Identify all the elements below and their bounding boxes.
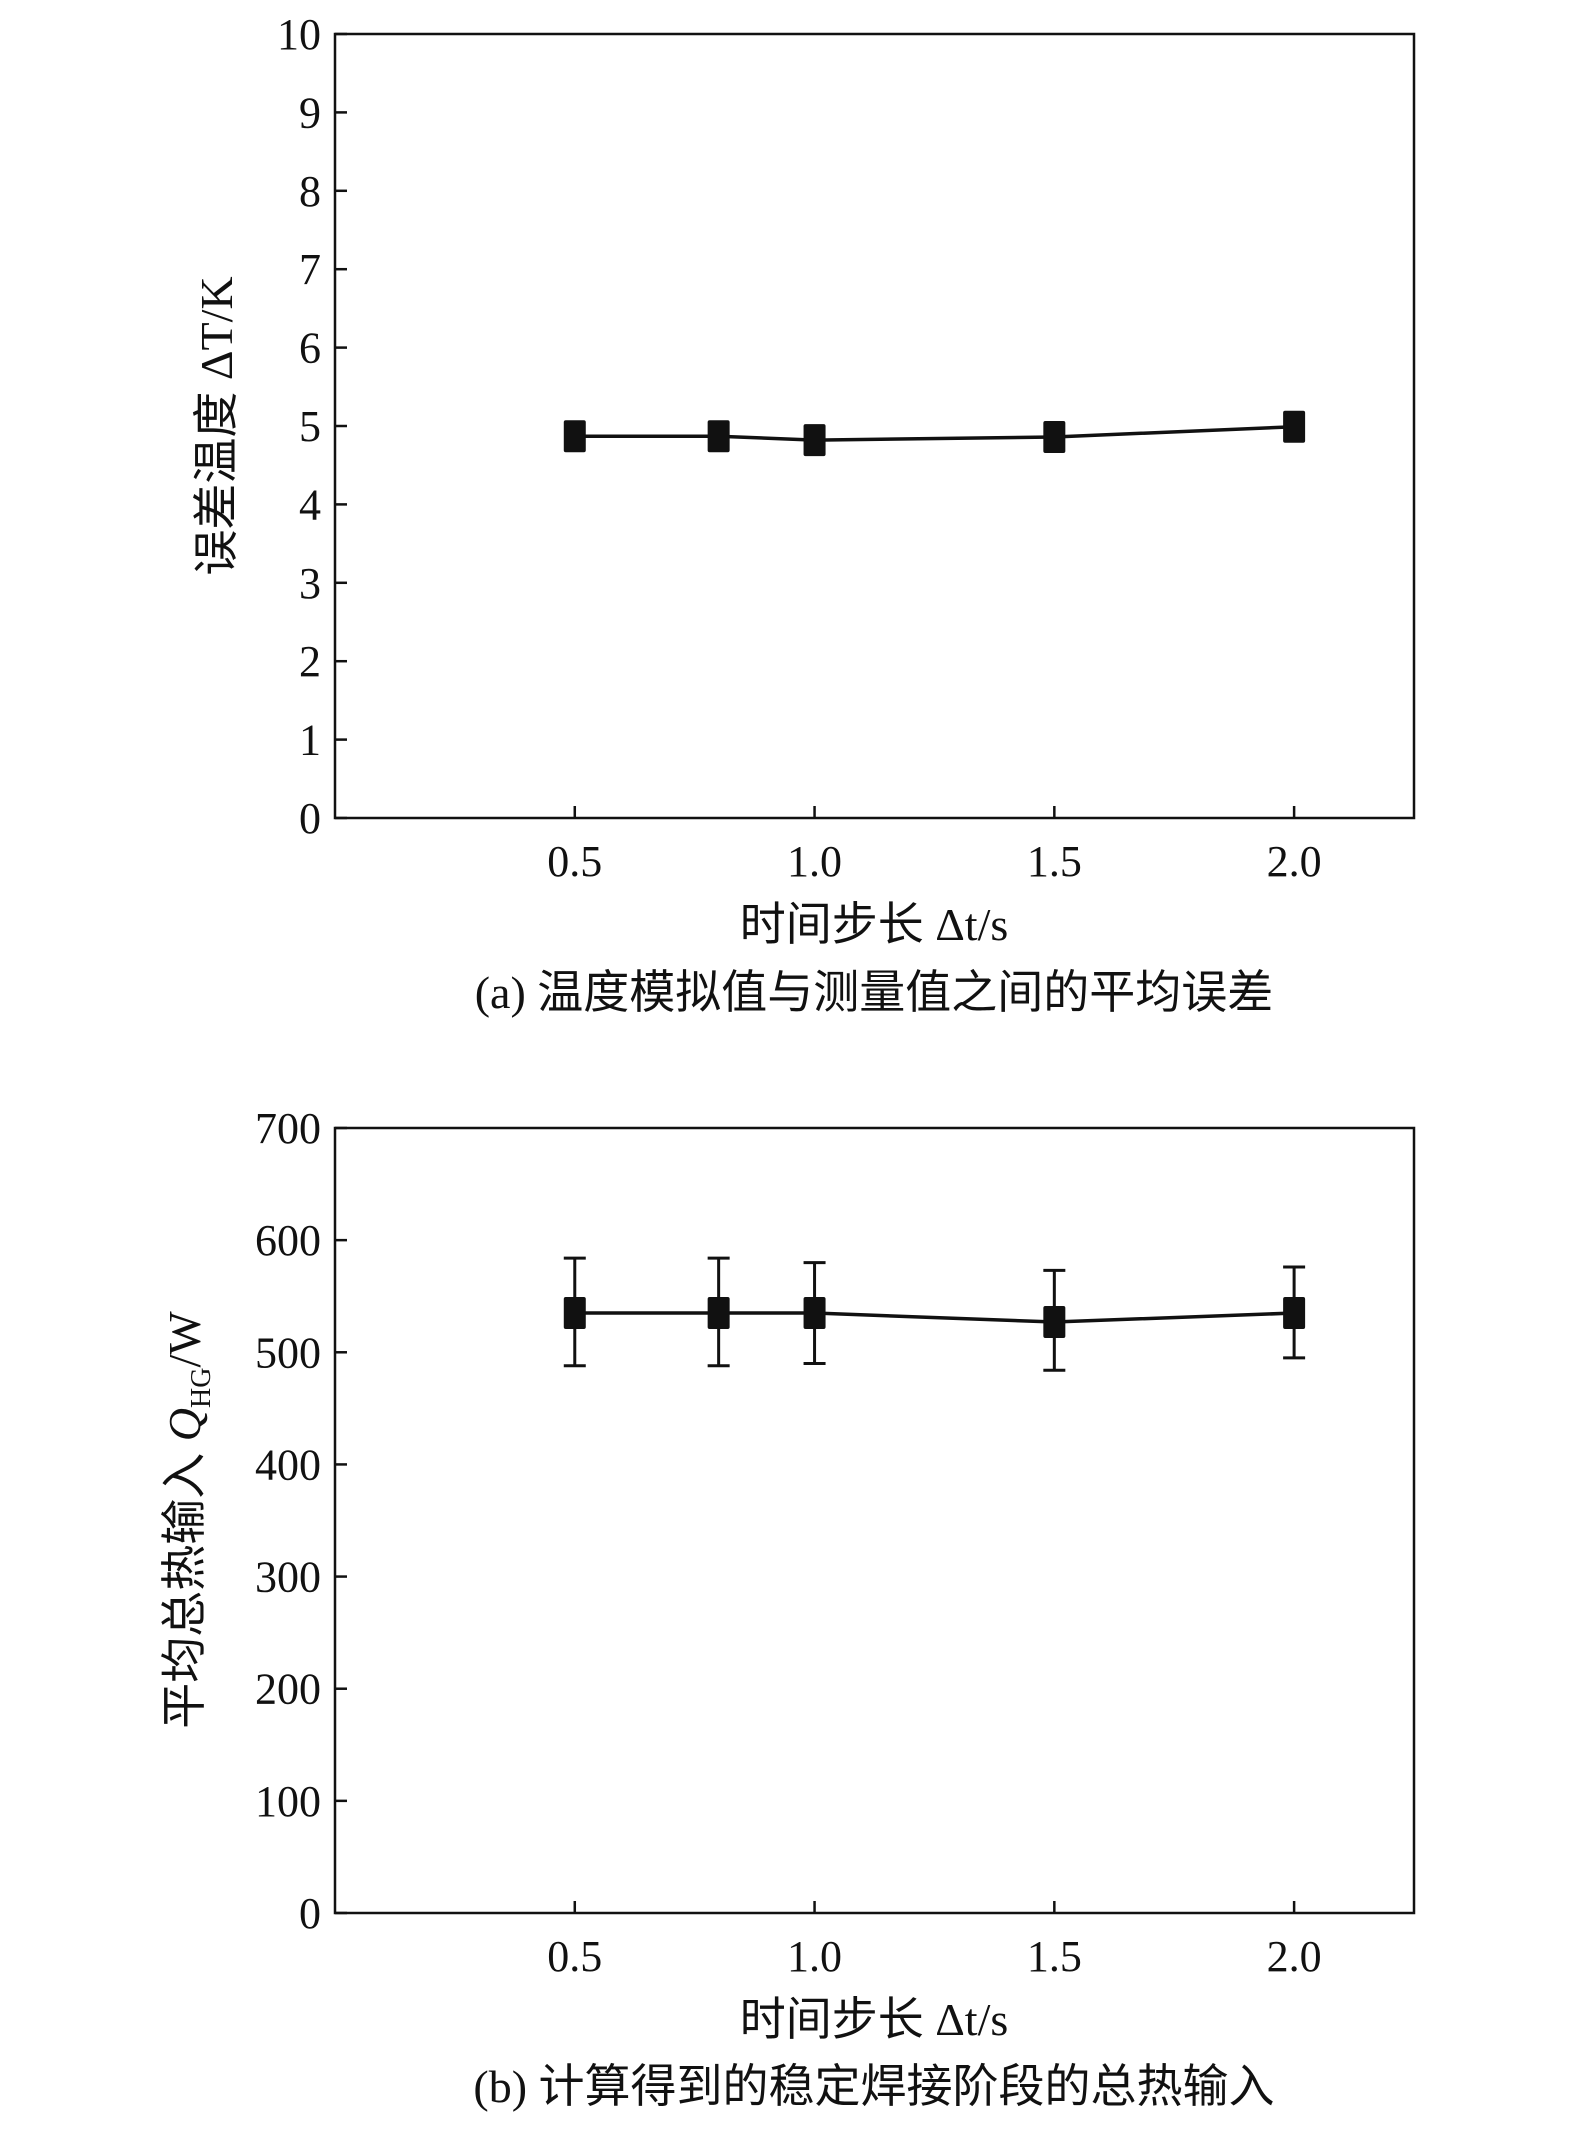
y-tick-label: 0 [299, 794, 321, 843]
y-tick-label: 1 [299, 716, 321, 765]
x-axis-label-a: 时间步长 Δt/s [740, 899, 1009, 950]
x-tick-label: 0.5 [547, 837, 602, 886]
y-tick-label: 7 [299, 245, 321, 294]
x-tick-label: 1.0 [787, 837, 842, 886]
y-tick-label: 200 [255, 1665, 321, 1714]
x-tick-label: 2.0 [1267, 837, 1322, 886]
data-point [803, 424, 826, 457]
y-tick-label: 10 [277, 10, 321, 59]
y-tick-label: 600 [255, 1216, 321, 1265]
chart-b: (b) 计算得到的稳定焊接阶段的总热输入 时间步长 Δt/s 平均总热输入 QH… [159, 1104, 1416, 2112]
y-tick-label: 2 [299, 637, 321, 686]
series-line [574, 1311, 1295, 1324]
x-tick-label: 1.5 [1027, 837, 1082, 886]
caption-a: (a) 温度模拟值与测量值之间的平均误差 [475, 967, 1274, 1018]
y-tick-label: 500 [255, 1328, 321, 1377]
x-tick-label: 0.5 [547, 1932, 602, 1981]
y-tick-label: 8 [299, 167, 321, 216]
y-tick-label: 0 [299, 1889, 321, 1938]
y-tick-label: 4 [299, 480, 321, 529]
plot-frame [333, 32, 1416, 820]
data-point [1283, 1297, 1306, 1330]
data-point [563, 420, 586, 453]
y-tick-label: 6 [299, 324, 321, 373]
y-tick-label: 5 [299, 402, 321, 451]
y-tick-label: 9 [299, 88, 321, 137]
data-point [707, 420, 730, 453]
y-tick-label: 700 [255, 1104, 321, 1153]
data-point [1043, 420, 1066, 453]
data-point [1043, 1306, 1066, 1339]
data-point [707, 1297, 730, 1330]
data-point [563, 1297, 586, 1330]
y-axis-label-a: 误差温度 ΔT/K [191, 276, 242, 575]
series-line [574, 425, 1295, 442]
x-axis-label-b: 时间步长 Δt/s [740, 1994, 1009, 2045]
x-tick-label: 1.5 [1027, 1932, 1082, 1981]
y-tick-label: 400 [255, 1440, 321, 1489]
y-tick-label: 3 [299, 559, 321, 608]
data-point [1283, 410, 1306, 443]
y-tick-label: 100 [255, 1777, 321, 1826]
x-tick-label: 1.0 [787, 1932, 842, 1981]
caption-b: (b) 计算得到的稳定焊接阶段的总热输入 [473, 2061, 1274, 2112]
plot-frame [333, 1126, 1416, 1915]
x-tick-label: 2.0 [1267, 1932, 1322, 1981]
data-point [803, 1297, 826, 1330]
chart-a: (a) 温度模拟值与测量值之间的平均误差 时间步长 Δt/s 误差温度 ΔT/K… [191, 10, 1416, 1018]
y-axis-label-b: 平均总热输入 QHG/W [159, 1311, 217, 1729]
y-tick-label: 300 [255, 1553, 321, 1602]
